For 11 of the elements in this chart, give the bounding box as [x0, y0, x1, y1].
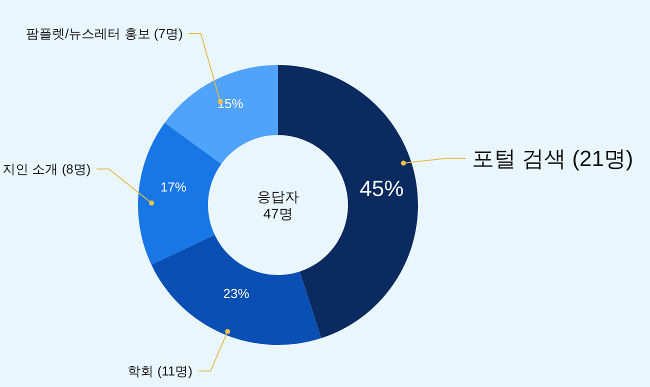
- data-label: 17%: [160, 180, 187, 195]
- text: 응답자 47명: [257, 188, 299, 222]
- donut-slice: [164, 65, 278, 164]
- slice-label: 학회 (11명): [128, 364, 192, 379]
- slice-label: 지인 소개 (8명): [2, 162, 91, 176]
- donut-slice: [138, 122, 222, 265]
- data-label: 45%: [360, 176, 404, 202]
- slice-label: 포털 검색 (21명): [472, 146, 634, 171]
- slice-label: 팜플렛/뉴스레터 홍보 (7명): [26, 26, 183, 42]
- donut-slice: [151, 234, 322, 345]
- data-label: 23%: [223, 286, 250, 301]
